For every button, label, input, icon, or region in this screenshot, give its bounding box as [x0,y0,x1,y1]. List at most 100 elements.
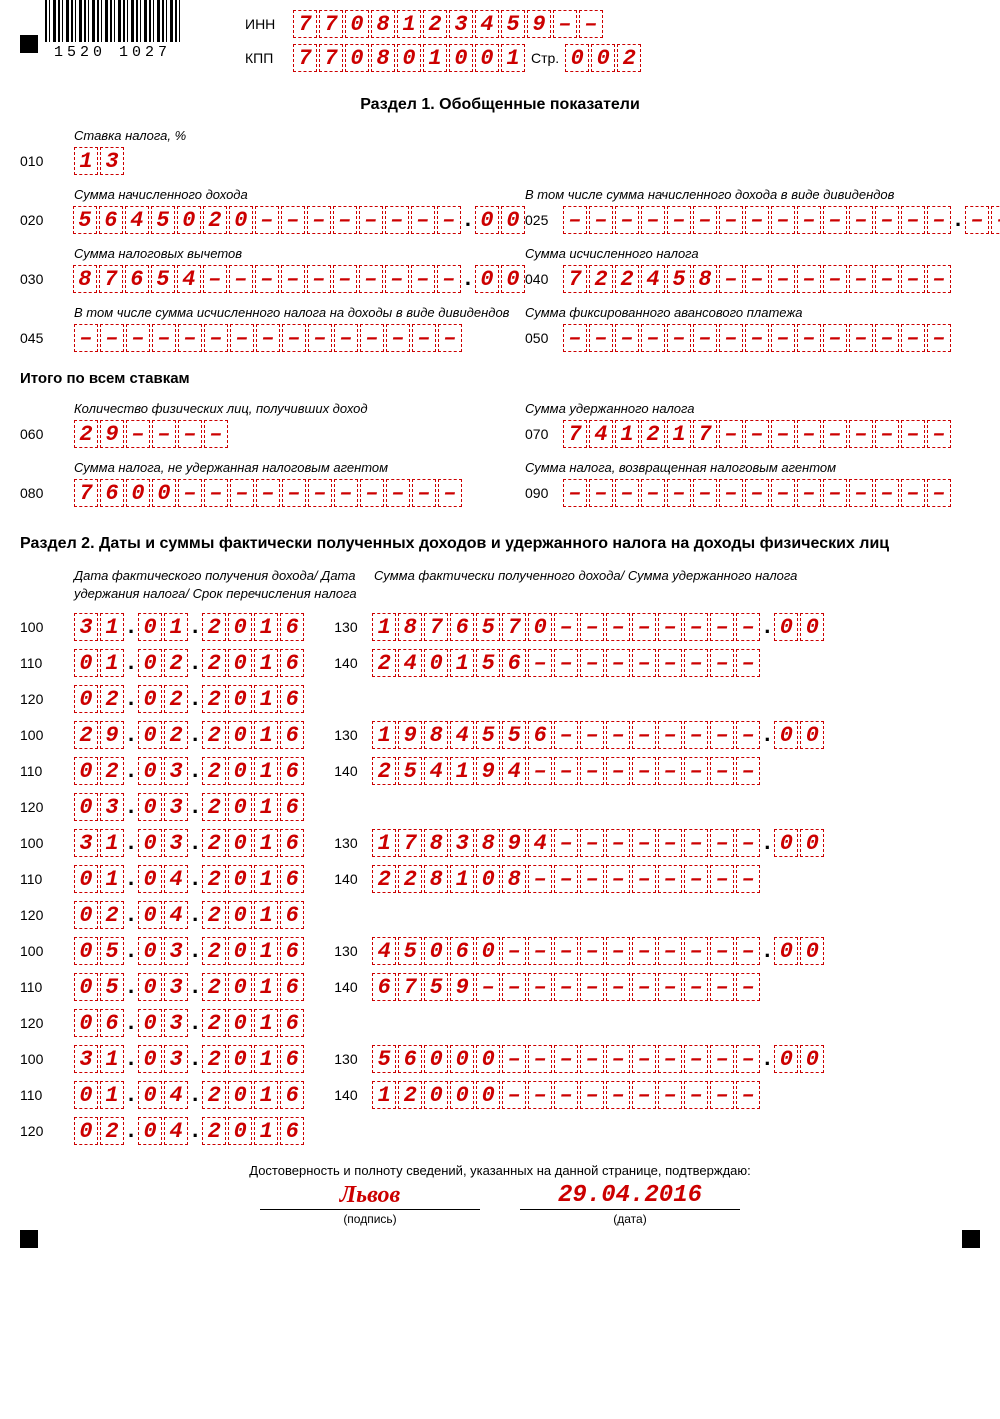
cell: – [849,206,873,234]
cell: – [606,757,630,785]
cell: – [308,479,332,507]
cell: 2 [398,865,422,893]
inn-cells: 7708123459–– [293,10,603,38]
cell: – [823,420,847,448]
cell: 9 [476,757,500,785]
cell: 1 [100,865,124,893]
cell: – [606,649,630,677]
cell: 0 [138,793,162,821]
cell: – [334,479,358,507]
cell: 6 [280,1009,304,1037]
cell: – [476,973,500,1001]
cell: 6 [450,937,474,965]
cell: 2 [202,973,226,1001]
code-100: 100 [20,727,74,743]
cell: 0 [476,937,500,965]
code-110: 110 [20,979,74,995]
code-110: 110 [20,1087,74,1103]
cell: 1 [254,901,278,929]
cell: – [849,324,873,352]
cell: – [901,265,925,293]
cell: 0 [475,265,499,293]
cell: – [334,324,358,352]
code-140: 140 [334,871,372,887]
cell: 6 [280,973,304,1001]
cell: – [710,937,734,965]
cell: – [710,829,734,857]
cell: 0 [228,793,252,821]
cell: 3 [164,829,188,857]
cell: – [641,479,665,507]
cell: – [580,829,604,857]
cell: 0 [74,757,98,785]
code-110: 110 [20,763,74,779]
cell: 1 [372,613,396,641]
cell: – [927,420,951,448]
cell: – [632,829,656,857]
cell: – [152,420,176,448]
code-120: 120 [20,907,74,923]
cell: – [385,265,409,293]
header: ИНН 7708123459–– КПП 770801001 Стр. 002 [245,8,980,72]
cell: 0 [450,1081,474,1109]
cell: 7 [293,10,317,38]
cell: – [580,1045,604,1073]
cell: 0 [800,613,824,641]
code-060: 060 [20,426,74,442]
cell: – [528,973,552,1001]
cell: 0 [800,829,824,857]
cell: 2 [202,757,226,785]
cell: – [901,479,925,507]
f040-cells: 722458––––––––– [563,265,951,293]
cell: – [710,613,734,641]
tax-form-page: 1520 1027 ИНН 7708123459–– КПП 770801001… [0,0,1000,1256]
cell: 6 [280,901,304,929]
footer-date: 29.04.2016 [520,1182,740,1210]
cell: 3 [164,793,188,821]
cell: – [684,829,708,857]
f025-dec: –– [965,206,1000,234]
cell: 4 [475,10,499,38]
cell: 4 [502,757,526,785]
code-140: 140 [334,763,372,779]
cell: 0 [774,829,798,857]
cell: – [502,973,526,1001]
cell: – [563,324,587,352]
cell: 2 [100,685,124,713]
cell: 3 [74,829,98,857]
cell: 1 [100,613,124,641]
cell: – [684,757,708,785]
cell: – [385,206,409,234]
cell: 4 [164,1081,188,1109]
cell: 7 [398,829,422,857]
cell: – [719,324,743,352]
cell: – [580,937,604,965]
f030-cells: 87654–––––––––– [73,265,461,293]
cell: – [736,613,760,641]
cell: 1 [254,613,278,641]
cell: 0 [228,721,252,749]
cell: – [658,937,682,965]
cell: 4 [177,265,201,293]
cell: 2 [202,613,226,641]
cell: 1 [450,757,474,785]
cell: – [710,865,734,893]
cell: – [658,829,682,857]
cell: 7 [319,10,343,38]
cell: 0 [74,649,98,677]
cell: – [411,265,435,293]
cell: 0 [228,901,252,929]
cell: 0 [565,44,589,72]
cell: 1 [372,829,396,857]
cell: 5 [100,937,124,965]
cell: – [684,865,708,893]
cell: – [502,1081,526,1109]
code-100: 100 [20,619,74,635]
cell: – [528,1045,552,1073]
cell: 0 [424,937,448,965]
code-100: 100 [20,835,74,851]
cell: 3 [164,757,188,785]
cell: 2 [202,865,226,893]
cell: – [386,324,410,352]
cell: – [632,865,656,893]
